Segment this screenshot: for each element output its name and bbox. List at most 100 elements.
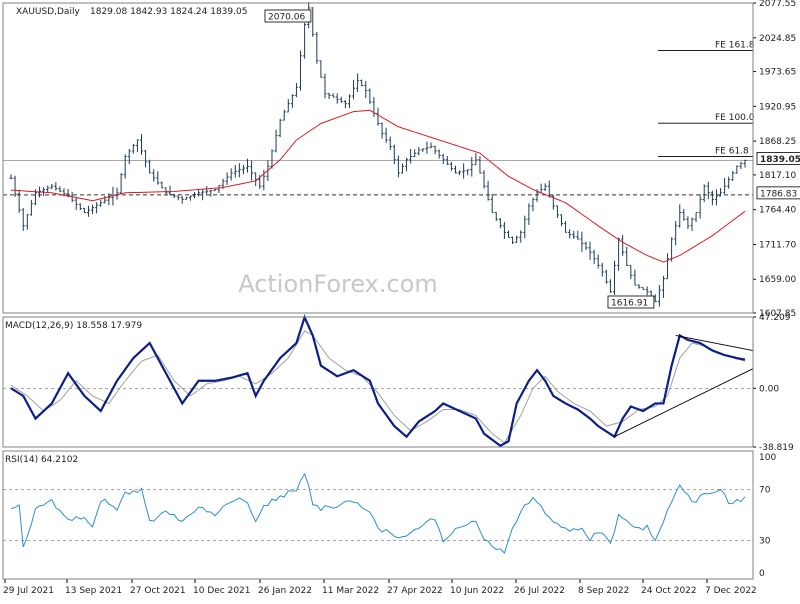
x-tick-label: 10 Jun 2022 [450,586,504,596]
x-tick-label: 11 Mar 2022 [322,586,379,596]
macd-frame [2,316,754,448]
price-bar [617,237,621,271]
price-bar [637,284,641,289]
watermark: ActionForex.com [238,270,438,298]
price-bar [282,109,286,121]
high-price-label-box [264,9,312,23]
price-bar [690,217,694,232]
price-bar [368,88,372,104]
price-bar [335,93,339,104]
price-bar [315,32,319,64]
price-bar [666,253,670,280]
macd-title: MACD(12,26,9) 18.558 17.979 [5,321,142,331]
price-bar [237,163,241,178]
price-bar [694,212,698,223]
macd-line [10,314,746,448]
price-bar [135,139,139,153]
price-bar [25,214,29,230]
price-bar [433,145,437,155]
price-bar [209,189,213,197]
price-bar [225,172,229,185]
price-bar [490,193,494,214]
price-bar [604,269,608,284]
price-bar [576,230,580,240]
support-price-label: 1786.83 [760,189,797,199]
rsi-tick-label: 30 [759,537,771,547]
price-bar [290,94,294,108]
high-price-label: 2070.06 [268,13,305,23]
price-bar [380,122,384,139]
price-bar [417,146,421,156]
price-bar [347,94,351,109]
price-bar [678,204,682,228]
price-bar [144,150,148,168]
price-tick-label: 1868.25 [759,137,796,147]
x-axis: 29 Jul 2021 13 Sep 2021 27 Oct 2021 10 Dec … [3,579,757,596]
price-bar [706,181,710,200]
price-bar [241,164,245,175]
price-bar [425,141,429,154]
x-tick-label: 10 Dec 2021 [193,586,251,596]
fib-level-label: FE 100.0 [715,113,755,123]
price-tick-label: 1607.85 [759,309,796,319]
price-bar [580,231,584,252]
price-bar [78,203,82,211]
price-bar [278,118,282,138]
price-bar [21,208,25,231]
price-bar [527,203,531,225]
price-bar [625,246,629,266]
price-bar [103,195,107,204]
price-bar [670,237,674,262]
price-bar [156,171,160,185]
price-bar [91,204,95,215]
price-bar [613,260,617,295]
price-tick-label: 2077.55 [759,0,796,9]
moving-average-line [10,109,746,263]
price-bar [506,230,510,238]
macd-trend-line [675,335,754,352]
price-bar [453,165,457,174]
price-bar [437,149,441,159]
price-bar [719,188,723,197]
price-bar [555,205,559,219]
price-bar [9,174,13,180]
price-bar [127,148,131,165]
price-bar [621,234,625,256]
price-bar [352,80,356,100]
price-bar [645,286,649,296]
price-bar [698,194,702,219]
price-bar [445,156,449,165]
price-bar [462,163,466,179]
x-tick-label: 27 Oct 2021 [130,586,186,596]
price-tick-label: 1711.70 [759,240,796,250]
low-price-label-box [607,295,655,309]
price-bar [731,171,735,181]
x-tick-label: 29 Jul 2021 [3,586,54,596]
price-bar [123,154,127,179]
rsi-frame [2,450,754,580]
price-bar [413,149,417,158]
price-bar [82,207,86,214]
price-bar [303,22,307,59]
current-price-label: 1839.05 [760,155,800,165]
price-bar [600,262,604,277]
price-bar [294,82,298,98]
price-bar [449,161,453,171]
price-bar [714,189,718,206]
macd-tick-label: -38.819 [759,443,794,453]
price-bar [197,189,201,197]
price-tick-label: 1764.40 [759,206,796,216]
price-bar [739,161,743,170]
macd-signal-line [10,330,746,444]
low-price-label: 1616.91 [611,299,648,309]
rsi-tick-label: 0 [759,569,765,579]
price-bar [184,196,188,200]
price-bar [396,155,400,178]
rsi-tick-label: 70 [759,485,771,495]
rsi-tick-label: 100 [759,453,776,463]
price-bar [629,264,633,280]
price-bar [470,156,474,177]
price-bar [119,173,123,195]
price-bar [584,241,588,250]
